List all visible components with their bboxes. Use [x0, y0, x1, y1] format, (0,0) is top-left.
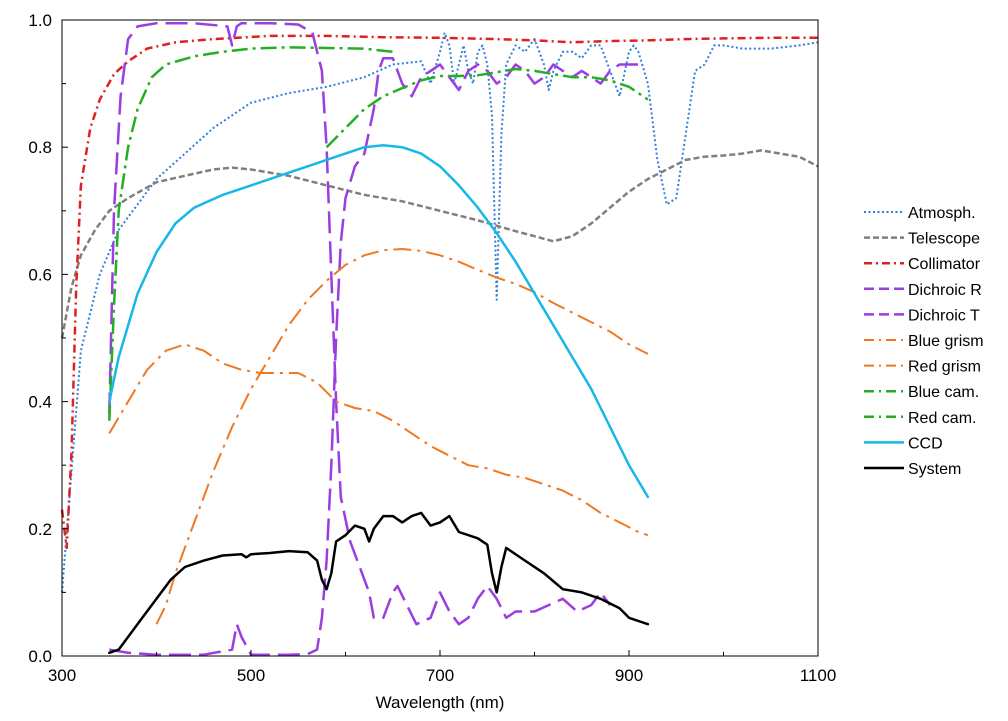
series-line-dichroic-r [108, 21, 612, 626]
legend-label-collimator: Collimator [908, 256, 981, 273]
series-line-blue-grism [108, 343, 649, 537]
x-tick-label: 700 [426, 666, 454, 685]
legend-label-red-cam: Red cam. [908, 410, 976, 427]
y-axis-ticks: 0.0 0.2 0.4 0.6 0.8 1.0 [28, 11, 68, 666]
x-tick-label: 1100 [800, 666, 837, 685]
legend-label-atmosph: Atmosph. [908, 205, 976, 222]
y-tick-label: 0.4 [28, 393, 52, 412]
series-layer [60, 21, 819, 656]
y-tick-label: 0.8 [28, 138, 52, 157]
legend: Atmosph. Telescope Collimator Dichroic R Dic… [864, 205, 984, 478]
legend-label-system: System [908, 461, 961, 478]
legend-label-red-grism: Red grism [908, 359, 981, 376]
y-tick-label: 1.0 [28, 11, 52, 30]
legend-label-telescope: Telescope [908, 231, 980, 248]
series-line-system [108, 511, 650, 655]
y-tick-label: 0.6 [28, 265, 52, 284]
series-line-atmosph [61, 31, 819, 593]
legend-label-dichroic-r: Dichroic R [908, 282, 982, 299]
series-line-red-cam [325, 67, 649, 149]
x-tick-label: 300 [48, 666, 76, 685]
y-tick-label: 0.2 [28, 520, 52, 539]
series-line-collimator [60, 34, 818, 550]
series-line-ccd [108, 144, 650, 499]
legend-label-dichroic-t: Dichroic T [908, 307, 980, 324]
series-line-telescope [60, 149, 819, 339]
series-line-dichroic-t [109, 56, 639, 656]
x-axis-ticks: 300 500 700 900 1100 [48, 650, 836, 685]
series-line-red-grism [155, 248, 649, 625]
x-tick-label: 500 [237, 666, 265, 685]
legend-label-blue-cam: Blue cam. [908, 384, 979, 401]
y-tick-label: 0.0 [28, 647, 52, 666]
x-axis-title: Wavelength (nm) [376, 693, 505, 712]
plot-frame [61, 19, 819, 657]
legend-label-ccd: CCD [908, 435, 943, 452]
legend-label-blue-grism: Blue grism [908, 333, 984, 350]
x-tick-label: 900 [615, 666, 643, 685]
series-line-blue-cam [108, 46, 393, 421]
